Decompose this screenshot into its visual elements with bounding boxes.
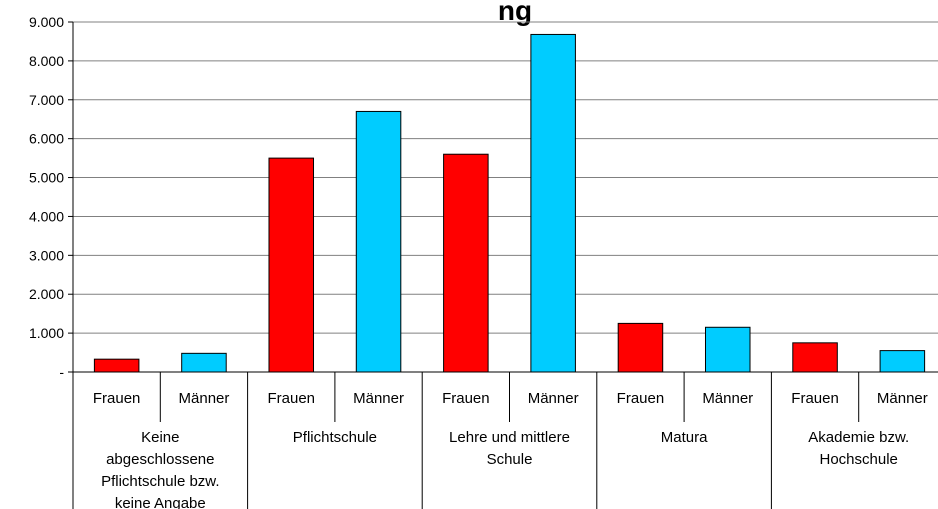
y-tick-labels: - 1.000 2.000 3.000 4.000 5.000 6.000 7.000 8.00… <box>29 14 64 380</box>
y-tick-label: 4.000 <box>29 208 64 224</box>
bar-frauen-4 <box>792 342 838 373</box>
y-tick-label: 7.000 <box>29 92 64 108</box>
bar-maenner-2 <box>530 33 576 373</box>
x-category-label: Männer <box>528 390 579 407</box>
bars <box>93 33 926 373</box>
y-tick-label: 5.000 <box>29 170 64 186</box>
bar-maenner-3 <box>704 326 751 373</box>
bar-maenner-4 <box>879 350 926 373</box>
bar-maenner-0 <box>181 352 227 373</box>
x-group-label: Keine <box>141 429 179 446</box>
x-category-label: Männer <box>702 390 753 407</box>
y-tick-label: 2.000 <box>29 286 64 302</box>
bar-maenner-1 <box>355 110 402 373</box>
x-category-label: Männer <box>877 390 928 407</box>
x-group-label: Akademie bzw. <box>808 429 909 446</box>
x-category-label: Frauen <box>442 390 490 407</box>
x-group-label: keine Angabe <box>115 495 206 509</box>
y-tick-label: 9.000 <box>29 14 64 30</box>
y-tick-label: 6.000 <box>29 131 64 147</box>
category-table: Frauen Männer Keine abgeschlossene Pflichtsc… <box>72 372 928 509</box>
y-tick-label: 1.000 <box>29 325 64 341</box>
x-category-label: Männer <box>353 390 404 407</box>
bar-frauen-2 <box>443 153 489 373</box>
x-group-label: abgeschlossene <box>106 451 214 468</box>
x-group-label: Pflichtschule bzw. <box>101 473 219 490</box>
bar-frauen-1 <box>268 157 315 373</box>
x-category-label: Frauen <box>791 390 839 407</box>
x-group-label: Lehre und mittlere <box>449 429 570 446</box>
x-category-label: Frauen <box>93 390 141 407</box>
y-tick-label: - <box>59 364 64 380</box>
x-group-label: Schule <box>487 451 533 468</box>
x-group-label: Matura <box>661 429 708 446</box>
x-category-label: Frauen <box>617 390 665 407</box>
y-tick-label: 3.000 <box>29 247 64 263</box>
bar-frauen-0 <box>93 358 140 373</box>
x-group-label: Hochschule <box>820 451 898 468</box>
x-category-label: Männer <box>179 390 230 407</box>
x-group-label: Pflichtschule <box>293 429 377 446</box>
bar-frauen-3 <box>617 322 664 373</box>
y-tick-label: 8.000 <box>29 53 64 69</box>
gridlines <box>68 21 938 373</box>
x-category-label: Frauen <box>267 390 315 407</box>
